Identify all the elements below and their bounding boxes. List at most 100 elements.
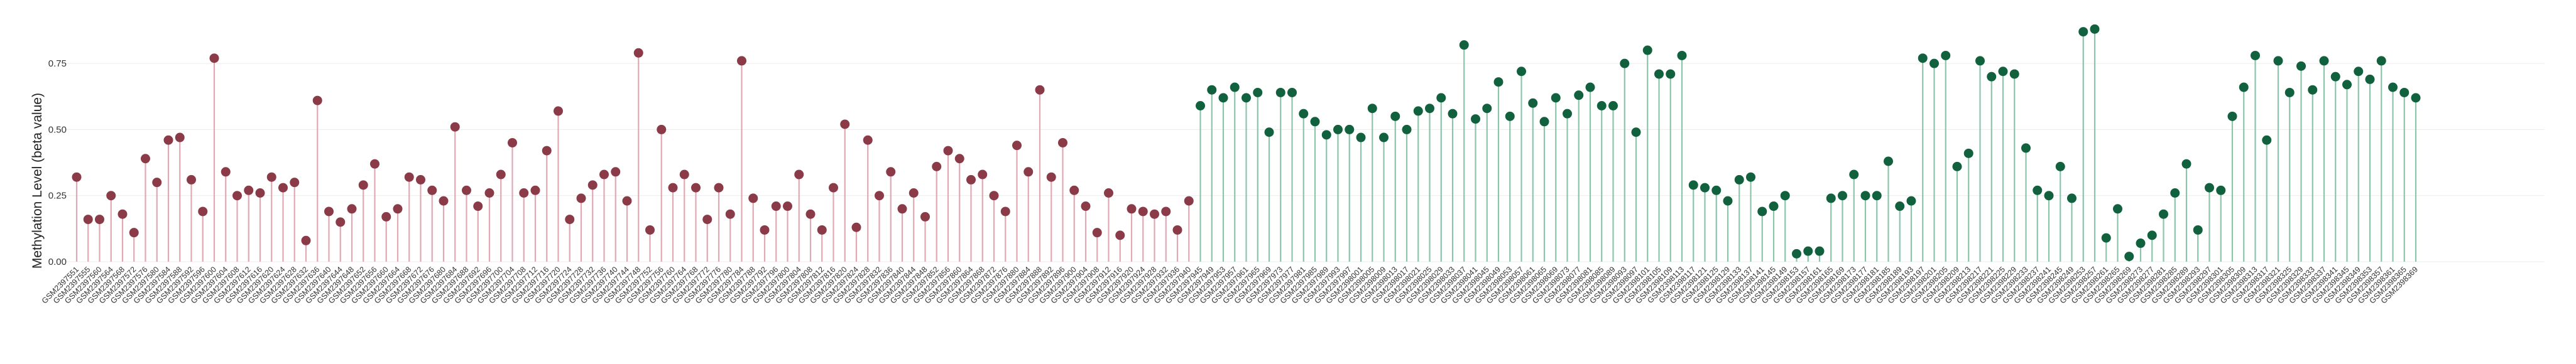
lollipop-marker [1436, 93, 1446, 103]
y-axis-label: Methylation Level (beta value) [30, 93, 45, 269]
lollipop-marker [404, 172, 414, 182]
lollipop-marker [840, 119, 850, 129]
lollipop-stems [75, 29, 2417, 262]
lollipop-marker [1642, 45, 1652, 55]
lollipop-marker [587, 180, 598, 190]
lollipop-marker [920, 211, 930, 222]
lollipop-marker [1517, 67, 1526, 77]
lollipop-marker [1975, 56, 1985, 66]
lollipop-marker [2170, 188, 2180, 198]
lollipop-marker [657, 124, 667, 134]
lollipop-marker [2399, 87, 2410, 97]
lollipop-marker [1000, 206, 1010, 217]
lollipop-marker [1849, 169, 1859, 179]
lollipop-marker [347, 204, 357, 214]
lollipop-marker [943, 146, 953, 156]
lollipop-marker [129, 228, 139, 238]
lollipop-marker [1620, 58, 1630, 68]
lollipop-marker [2365, 74, 2375, 84]
lollipop-marker [336, 217, 346, 227]
lollipop-marker [633, 48, 643, 58]
lollipop-marker [794, 169, 804, 179]
x-axis-tick-labels: GSM2397551GSM2397555GSM2397560GSM2397564… [40, 265, 2420, 305]
lollipop-marker [1230, 82, 1240, 92]
lollipop-marker [1390, 111, 1400, 121]
lollipop-marker [645, 225, 655, 235]
lollipop-marker [1321, 130, 1331, 140]
lollipop-marker [2193, 225, 2203, 235]
lollipop-marker [2124, 252, 2134, 262]
lollipop-marker [1196, 101, 1205, 111]
lollipop-marker [1218, 93, 1228, 103]
lollipop-marker [2021, 143, 2031, 153]
lollipop-marker [2411, 93, 2421, 103]
lollipop-marker [1092, 228, 1102, 238]
lollipop-marker [1688, 180, 1698, 190]
lollipop-marker [966, 174, 976, 185]
lollipop-marker [381, 211, 391, 222]
lollipop-marker [1448, 109, 1458, 119]
gridlines [66, 63, 2545, 262]
lollipop-marker [2319, 56, 2329, 66]
lollipop-marker [1860, 191, 1870, 201]
lollipop-marker [2159, 209, 2168, 219]
lollipop-marker [1379, 132, 1389, 142]
lollipop-marker [117, 209, 128, 219]
lollipop-marker [508, 137, 517, 147]
lollipop-marker [1275, 87, 1285, 97]
lollipop-marker [2376, 56, 2386, 66]
lollipop-marker [909, 188, 919, 198]
lollipop-marker [1023, 167, 1034, 177]
lollipop-marker [2251, 50, 2260, 60]
lollipop-marker [760, 225, 770, 235]
lollipop-marker [1425, 104, 1434, 114]
lollipop-marker [2354, 67, 2364, 77]
lollipop-marker [1838, 191, 1847, 201]
lollipop-marker [1012, 141, 1022, 151]
lollipop-marker [1471, 114, 1480, 124]
lollipop-marker [1150, 209, 1159, 219]
lollipop-marker [1723, 196, 1733, 206]
lollipop-marker [978, 169, 988, 179]
lollipop-marker [1253, 87, 1263, 97]
lollipop-marker [473, 201, 483, 211]
y-axis-ticks: 0.00 0.25 0.50 0.75 [48, 58, 67, 267]
lollipop-marker [2342, 80, 2352, 90]
lollipop-marker [1333, 124, 1343, 134]
lollipop-marker [954, 154, 964, 164]
lollipop-marker [817, 225, 827, 235]
lollipop-marker [427, 185, 437, 195]
lollipop-marker [2136, 238, 2146, 249]
lollipop-marker [1596, 101, 1607, 111]
lollipop-marker [1242, 93, 1251, 103]
lollipop-marker [393, 204, 403, 214]
lollipop-marker [1677, 50, 1687, 60]
lollipop-marker [1963, 148, 1973, 158]
lollipop-marker [2078, 27, 2088, 37]
lollipop-marker [1264, 127, 1274, 137]
lollipop-marker [702, 215, 712, 225]
lollipop-marker [1207, 85, 1217, 95]
lollipop-marker [1815, 246, 1825, 256]
lollipop-marker [370, 159, 379, 169]
y-tick-label: 0.25 [48, 191, 67, 201]
lollipop-marker [496, 169, 506, 179]
lollipop-marker [1711, 185, 1722, 195]
lollipop-marker [1127, 204, 1137, 214]
lollipop-marker [141, 154, 150, 164]
lollipop-marker [1402, 124, 1412, 134]
lollipop-marker [1172, 225, 1182, 235]
lollipop-marker [1345, 124, 1355, 134]
lollipop-marker [255, 188, 265, 198]
lollipop-marker [175, 132, 185, 142]
lollipop-marker [1700, 183, 1710, 193]
lollipop-marker [450, 122, 460, 132]
lollipop-marker [439, 196, 449, 206]
lollipop-marker [1666, 69, 1676, 79]
lollipop-marker [1081, 201, 1091, 211]
lollipop-marker [714, 183, 724, 193]
lollipop-marker [2308, 85, 2318, 95]
lollipop-marker [301, 235, 311, 245]
lollipop-marker [886, 167, 896, 177]
